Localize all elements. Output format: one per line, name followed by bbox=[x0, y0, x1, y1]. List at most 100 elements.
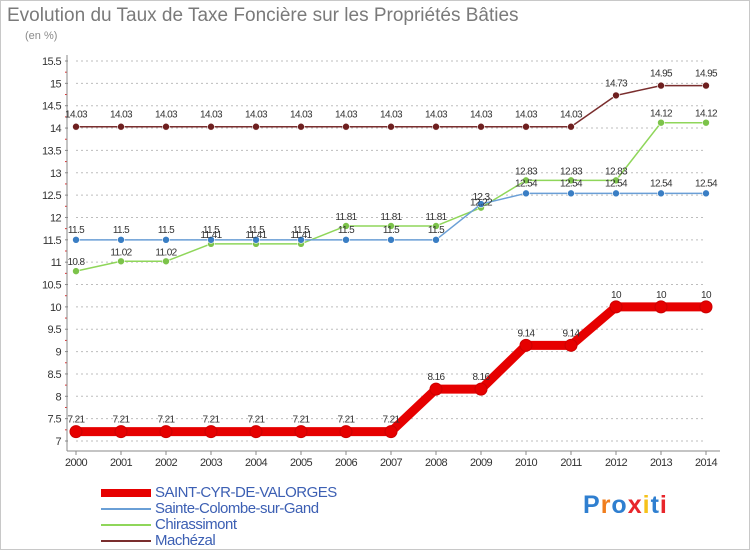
data-point bbox=[567, 189, 575, 198]
y-tick-label: 12.5 bbox=[42, 190, 61, 202]
data-point bbox=[72, 122, 80, 131]
data-point bbox=[702, 81, 710, 90]
data-point bbox=[657, 189, 665, 198]
data-label: 11.81 bbox=[425, 212, 447, 223]
data-label: 7.21 bbox=[247, 415, 265, 426]
logo-letter: t bbox=[650, 491, 660, 519]
data-point bbox=[519, 338, 533, 352]
data-point bbox=[657, 81, 665, 90]
data-point bbox=[432, 222, 440, 230]
data-label: 14.95 bbox=[695, 69, 718, 80]
data-label: 14.03 bbox=[560, 110, 583, 121]
x-tick-label: 2008 bbox=[425, 457, 448, 469]
x-tick-label: 2010 bbox=[515, 457, 538, 469]
data-label: 11.5 bbox=[293, 225, 310, 236]
data-label: 11.5 bbox=[248, 225, 265, 236]
logo-letter: P bbox=[583, 491, 601, 519]
logo-letter: x bbox=[627, 491, 643, 519]
data-label: 10.8 bbox=[67, 257, 85, 268]
data-label: 14.03 bbox=[65, 110, 88, 121]
logo-letter: i bbox=[642, 491, 651, 519]
data-label: 7.21 bbox=[337, 415, 355, 426]
data-label: 12.54 bbox=[695, 178, 718, 189]
x-tick-label: 2004 bbox=[245, 457, 268, 469]
series-layer bbox=[69, 81, 713, 439]
y-tick-label: 10 bbox=[50, 302, 62, 314]
data-label: 10 bbox=[611, 290, 622, 301]
data-label: 14.03 bbox=[200, 110, 223, 121]
data-point bbox=[249, 425, 263, 439]
y-tick-label: 14.5 bbox=[42, 101, 61, 113]
data-label: 11.81 bbox=[335, 212, 357, 223]
legend-label: Chirassimont bbox=[155, 516, 237, 533]
data-label: 14.03 bbox=[290, 110, 313, 121]
data-label: 11.41 bbox=[200, 230, 222, 241]
x-tick-label: 2007 bbox=[380, 457, 403, 469]
y-tick-label: 7 bbox=[55, 436, 61, 448]
data-point bbox=[432, 236, 440, 244]
data-point bbox=[162, 236, 170, 244]
data-label: 12.22 bbox=[470, 198, 493, 209]
data-label: 14.73 bbox=[605, 78, 628, 89]
data-point bbox=[342, 222, 350, 230]
x-tick-label: 2009 bbox=[470, 457, 493, 469]
x-tick-label: 2003 bbox=[200, 457, 223, 469]
data-point bbox=[294, 425, 308, 439]
data-point bbox=[342, 122, 350, 131]
logo-letter: o bbox=[611, 491, 628, 519]
data-point bbox=[654, 300, 668, 314]
x-tick-label: 2014 bbox=[695, 457, 718, 469]
y-tick-label: 9.5 bbox=[48, 324, 62, 336]
data-point bbox=[564, 338, 578, 352]
data-label: 14.03 bbox=[425, 110, 448, 121]
data-point bbox=[342, 236, 350, 244]
data-point bbox=[612, 91, 620, 100]
data-label: 12.54 bbox=[605, 178, 628, 189]
legend-swatch bbox=[101, 524, 151, 526]
x-tick-label: 2006 bbox=[335, 457, 358, 469]
x-tick-label: 2001 bbox=[110, 457, 133, 469]
data-point bbox=[477, 200, 485, 208]
data-label: 12.83 bbox=[515, 166, 538, 177]
data-point bbox=[69, 425, 83, 439]
data-point bbox=[387, 122, 395, 131]
data-point bbox=[657, 118, 665, 127]
data-label: 11.41 bbox=[290, 230, 312, 241]
data-label: 11.5 bbox=[113, 225, 130, 236]
y-tick-label: 13 bbox=[50, 168, 62, 180]
data-label: 11.02 bbox=[110, 247, 132, 258]
y-tick-label: 14 bbox=[50, 123, 62, 135]
data-point bbox=[387, 236, 395, 244]
data-point bbox=[252, 122, 260, 131]
data-point bbox=[162, 257, 170, 266]
data-point bbox=[72, 236, 80, 244]
data-label: 9.14 bbox=[562, 328, 580, 339]
data-label: 12.54 bbox=[515, 178, 538, 189]
y-tick-label: 15.5 bbox=[42, 56, 61, 68]
data-label: 8.16 bbox=[472, 372, 490, 383]
data-label: 14.03 bbox=[515, 110, 538, 121]
data-label: 10 bbox=[701, 290, 712, 301]
data-label: 7.21 bbox=[112, 415, 130, 426]
logo-letter: i bbox=[659, 491, 668, 519]
data-point bbox=[339, 425, 353, 439]
data-point bbox=[252, 236, 260, 244]
data-point bbox=[702, 189, 710, 198]
chart-unit-label: (en %) bbox=[25, 30, 58, 42]
data-label: 7.21 bbox=[382, 415, 400, 426]
y-tick-label: 13.5 bbox=[42, 145, 61, 157]
data-label: 9.14 bbox=[517, 328, 535, 339]
data-label: 11.5 bbox=[428, 225, 445, 236]
data-label: 11.5 bbox=[158, 225, 175, 236]
data-point bbox=[207, 236, 215, 244]
data-point bbox=[522, 176, 530, 185]
y-tick-label: 15 bbox=[50, 78, 62, 90]
data-label: 12.54 bbox=[650, 178, 673, 189]
data-point bbox=[699, 300, 713, 314]
data-label: 11.5 bbox=[338, 225, 355, 236]
data-point bbox=[384, 425, 398, 439]
data-point bbox=[567, 122, 575, 131]
y-tick-label: 8 bbox=[55, 391, 61, 403]
data-label: 14.95 bbox=[650, 69, 673, 80]
